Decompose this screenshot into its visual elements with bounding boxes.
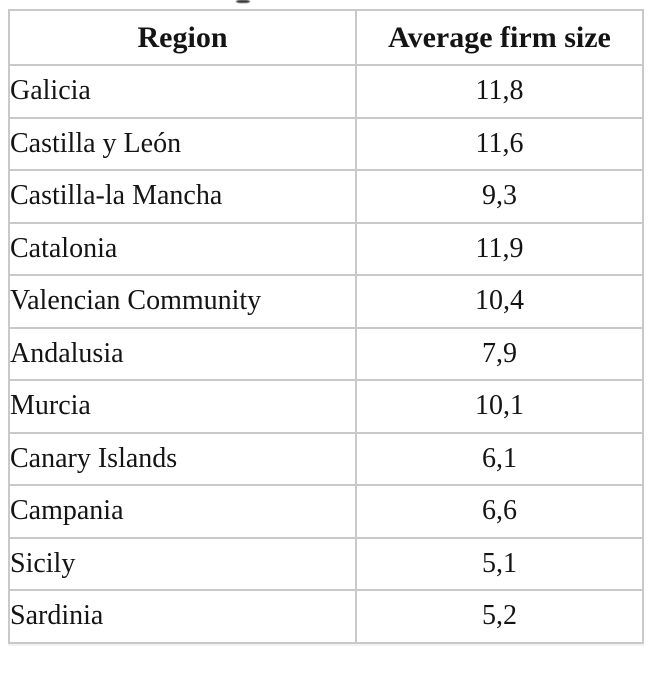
value-cell: 7,9 [355, 326, 644, 381]
region-cell: Catalonia [8, 221, 357, 276]
table-row: Andalusia 7,9 [8, 326, 644, 381]
value-cell: 11,8 [355, 64, 644, 119]
region-cell: Sardinia [8, 589, 357, 644]
value-cell: 10,1 [355, 379, 644, 434]
cutoff-text-fragment-icon [236, 0, 250, 3]
region-cell: Valencian Community [8, 274, 357, 329]
table-row: Sicily 5,1 [8, 536, 644, 591]
table-row: Galicia 11,8 [8, 64, 644, 119]
value-cell: 9,3 [355, 169, 644, 224]
table-row: Valencian Community 10,4 [8, 274, 644, 329]
region-cell: Murcia [8, 379, 357, 434]
header-row: Region Average firm size [8, 9, 644, 66]
value-cell: 6,6 [355, 484, 644, 539]
table-body: Galicia 11,8 Castilla y León 11,6 Castil… [8, 64, 644, 644]
firm-size-column-header: Average firm size [355, 9, 644, 66]
value-cell: 10,4 [355, 274, 644, 329]
table-row: Castilla y León 11,6 [8, 116, 644, 171]
table-row: Catalonia 11,9 [8, 221, 644, 276]
region-cell: Castilla-la Mancha [8, 169, 357, 224]
region-column-header: Region [8, 9, 357, 66]
value-cell: 5,1 [355, 536, 644, 591]
value-cell: 11,9 [355, 221, 644, 276]
value-cell: 6,1 [355, 431, 644, 486]
table-row: Castilla-la Mancha 9,3 [8, 169, 644, 224]
average-firm-size-table: Region Average firm size Galicia 11,8 Ca… [8, 9, 644, 644]
region-cell: Canary Islands [8, 431, 357, 486]
table-row: Canary Islands 6,1 [8, 431, 644, 486]
region-cell: Campania [8, 484, 357, 539]
table-row: Murcia 10,1 [8, 379, 644, 434]
region-cell: Castilla y León [8, 116, 357, 171]
region-cell: Sicily [8, 536, 357, 591]
value-cell: 11,6 [355, 116, 644, 171]
table-row: Sardinia 5,2 [8, 589, 644, 644]
table-row: Campania 6,6 [8, 484, 644, 539]
value-cell: 5,2 [355, 589, 644, 644]
region-cell: Andalusia [8, 326, 357, 381]
region-cell: Galicia [8, 64, 357, 119]
